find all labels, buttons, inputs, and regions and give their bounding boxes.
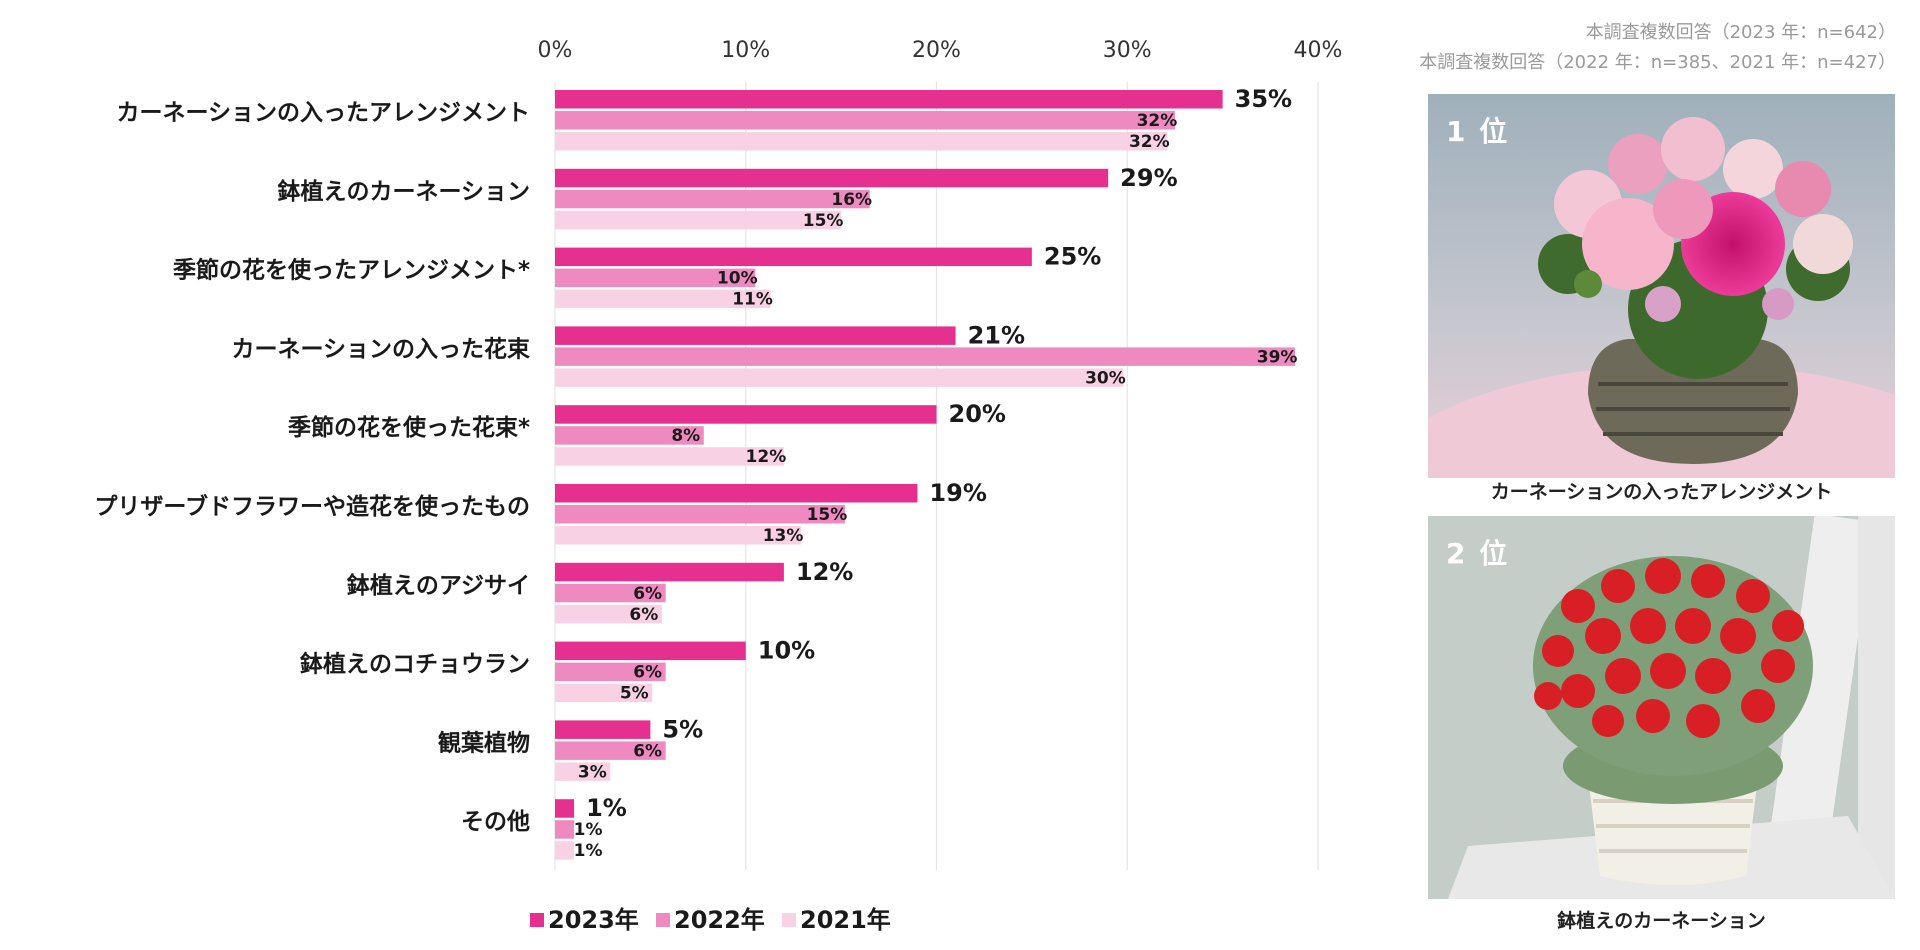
bar-2023年 [555,168,1109,188]
photo-arrangement: 1 位 [1428,94,1895,478]
data-label-2023: 35% [1235,85,1292,113]
data-label-2022年: 1% [574,820,603,840]
data-label-2022年: 6% [633,741,662,761]
x-tick-label: 30% [1103,38,1152,63]
bar-2023年 [555,641,746,661]
data-label-2023: 25% [1044,243,1101,271]
category-label: 季節の花を使ったアレンジメント* [173,257,530,284]
survey-note-2023: 本調査複数回答（2023 年：n=642） [1585,22,1896,43]
photo-potted-carnation: 2 位 [1428,516,1895,899]
data-label-2022年: 39% [1257,347,1298,367]
bar-2023年 [555,247,1032,267]
bar-2023年 [555,326,956,345]
arrangement-image [1428,94,1895,478]
bar-2021年 [555,604,662,624]
bar-2023年 [555,799,575,818]
x-tick-label: 40% [1294,38,1343,63]
bar-2021年 [555,210,842,230]
bar-2021年 [555,447,784,466]
category-label: 鉢植えのアジサイ [347,572,530,599]
bar-2021年 [555,132,1168,151]
bar-2022年 [555,426,704,445]
data-label-2023: 20% [949,400,1006,428]
rank-label-1: 1 位 [1446,115,1510,148]
x-tick-label: 0% [538,38,573,63]
data-label-2021年: 32% [1129,132,1170,152]
bar-2023年 [555,484,918,503]
data-label-2023: 19% [929,479,986,507]
bar-2021年 [555,526,802,545]
data-label-2023: 10% [758,637,815,665]
data-label-2021年: 3% [578,762,607,782]
bar-2022年 [555,189,870,209]
legend-label: 2021年 [800,906,891,934]
bar-2023年 [555,90,1223,109]
category-label: プリザーブドフラワーや造花を使ったもの [94,493,530,520]
data-label-2022年: 15% [807,505,848,525]
category-label: 鉢植えのカーネーション [277,178,530,205]
data-label-2022年: 6% [633,663,662,683]
legend-label: 2023年 [548,906,639,934]
bar-2022年 [555,820,575,839]
data-label-2021年: 5% [620,684,649,704]
bar-2023年 [555,405,937,424]
potted-carnation-image [1428,516,1895,899]
data-label-2022年: 32% [1137,111,1178,131]
data-label-2023: 12% [796,558,853,586]
data-label-2021年: 11% [732,290,773,310]
x-tick-label: 20% [912,38,961,63]
legend-swatch-2021年 [782,913,796,927]
category-label: カーネーションの入った花束 [231,336,531,362]
bar-2021年 [555,841,575,860]
legend-label: 2022年 [674,906,765,934]
data-label-2021年: 12% [746,447,787,467]
legend-swatch-2023年 [530,913,544,927]
survey-note-2022-2021: 本調査複数回答（2022 年：n=385、2021 年：n=427） [1419,52,1896,73]
data-label-2021年: 15% [803,211,844,231]
x-tick-label: 10% [721,38,770,63]
data-label-2022年: 10% [717,269,758,289]
data-label-2023: 5% [662,715,703,743]
legend-swatch-2022年 [656,913,670,927]
category-label: 観葉植物 [438,729,530,756]
photo-caption-2: 鉢植えのカーネーション [1557,910,1766,932]
bar-2021年 [555,683,653,703]
rank-label-2: 2 位 [1446,537,1510,570]
category-label: 鉢植えのコチョウラン [300,651,530,678]
bar-2023年 [555,720,651,739]
bar-2023年 [555,562,784,582]
data-label-2021年: 30% [1085,368,1126,388]
data-label-2023: 1% [586,794,627,822]
bar-2022年 [555,662,666,682]
data-label-2021年: 6% [629,605,658,625]
bar-2021年 [555,289,771,309]
data-label-2022年: 16% [831,190,872,210]
bar-2022年 [555,741,666,760]
data-label-2023: 29% [1120,164,1177,192]
bar-2022年 [555,111,1175,130]
bar-2021年 [555,368,1124,387]
data-label-2021年: 13% [763,526,804,546]
photo-caption-1: カーネーションの入ったアレンジメント [1490,481,1833,503]
data-label-2022年: 6% [633,584,662,604]
bar-2022年 [555,268,756,288]
category-label: 季節の花を使った花束* [288,414,530,441]
bar-2022年 [555,505,845,524]
bar-2022年 [555,583,666,603]
bar-2021年 [555,762,611,781]
category-label: その他 [461,809,530,835]
data-label-2022年: 8% [671,426,700,446]
bar-chart: 0% 10% 20% 30% 40% カーネーションの入ったアレンジメント 35% 32%32… [94,38,1343,934]
data-label-2021年: 1% [574,841,603,861]
bar-2022年 [555,347,1296,366]
category-label: カーネーションの入ったアレンジメント [116,100,530,126]
data-label-2023: 21% [968,321,1025,349]
